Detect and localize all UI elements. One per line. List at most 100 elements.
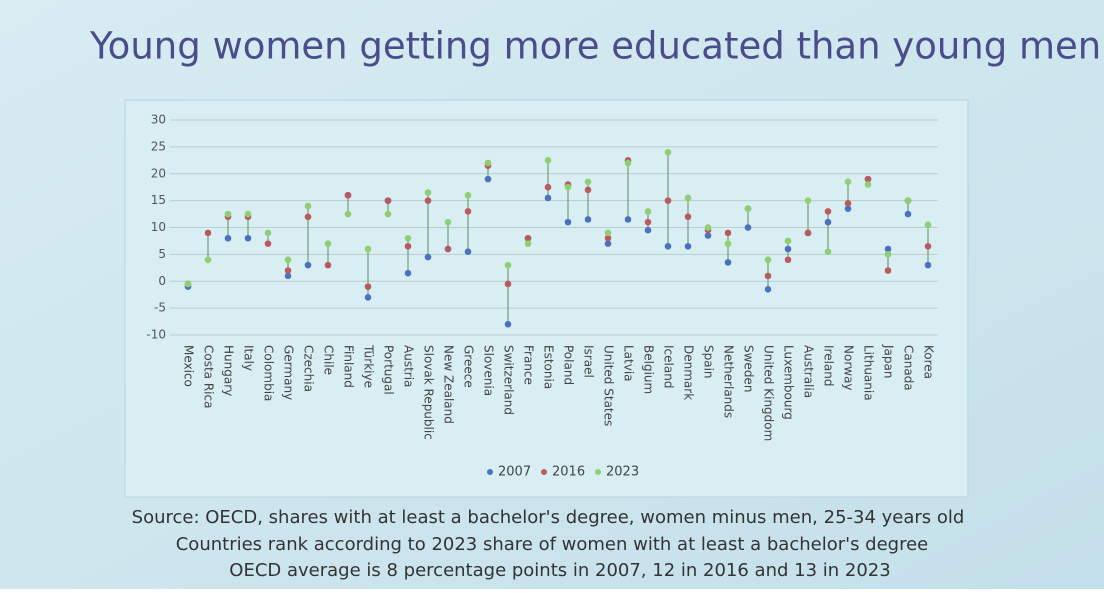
dot [544, 157, 552, 164]
y-tick-label: 15 [151, 193, 166, 207]
dot [504, 320, 512, 328]
x-tick-label: France [522, 345, 536, 385]
chart-frame [124, 99, 969, 498]
dot [424, 253, 432, 261]
dot [844, 200, 852, 207]
dot [844, 178, 852, 186]
dot [224, 210, 232, 218]
dot [224, 234, 232, 242]
dot [304, 202, 312, 210]
dot [384, 197, 392, 204]
x-tick-label: Portugal [382, 345, 396, 395]
dot [664, 243, 672, 250]
dot [904, 197, 912, 204]
dot [284, 256, 292, 264]
dot [764, 286, 772, 293]
y-tick-label: -5 [154, 301, 166, 315]
dot [724, 240, 732, 247]
dot [464, 248, 472, 255]
x-tick-label: United States [602, 345, 616, 426]
dot [304, 261, 312, 269]
dot [204, 256, 212, 264]
x-tick-label: Germany [282, 345, 296, 400]
dot [724, 259, 732, 266]
dot [424, 189, 432, 196]
x-tick-label: Iceland [662, 345, 676, 388]
dot [264, 240, 272, 247]
dot [344, 191, 352, 199]
legend-marker [541, 469, 547, 475]
dot [684, 213, 692, 221]
y-tick-label: 10 [151, 220, 166, 234]
dot [284, 272, 292, 280]
x-tick-label: United Kingdom [762, 345, 776, 441]
dot [924, 221, 932, 229]
x-tick-label: Denmark [682, 345, 696, 400]
dot [824, 208, 832, 215]
dot [524, 240, 532, 247]
dot [244, 234, 252, 242]
dot [524, 234, 532, 242]
x-tick-label: Australia [802, 345, 816, 398]
dot [364, 294, 372, 301]
x-tick-label: New Zealand [442, 345, 456, 424]
dot [544, 194, 552, 202]
y-tick-label: 25 [151, 139, 166, 153]
dot [324, 240, 332, 247]
slide-title: Young women getting more educated than y… [89, 25, 1101, 68]
legend-label: 2016 [552, 465, 585, 480]
dot [924, 243, 932, 250]
x-tick-label: Slovak Republic [422, 345, 436, 440]
x-tick-label: Costa Rica [202, 345, 216, 408]
dot [724, 229, 732, 237]
dot [804, 229, 812, 237]
dot [364, 245, 372, 253]
x-tick-label: Estonia [542, 345, 556, 389]
dot [644, 218, 652, 226]
dot [664, 148, 672, 156]
dot [564, 183, 572, 191]
dot [264, 229, 272, 237]
dot [824, 248, 832, 255]
x-tick-label: Finland [342, 345, 356, 388]
dot [604, 234, 612, 242]
x-tick-label: Japan [882, 344, 896, 378]
dot [324, 261, 332, 269]
dot [624, 159, 632, 167]
dot [844, 205, 852, 212]
dot [184, 280, 192, 288]
x-tick-label: Italy [242, 345, 256, 371]
dot [424, 197, 432, 204]
dot [404, 234, 412, 242]
legend-marker [487, 469, 493, 475]
dot [884, 267, 892, 274]
dot [804, 197, 812, 204]
dot [244, 210, 252, 218]
x-tick-label: Spain [702, 345, 716, 379]
legend-label: 2007 [498, 465, 531, 480]
note: Countries rank according to 2023 share o… [176, 534, 929, 555]
dot [284, 267, 292, 274]
x-tick-label: Austria [402, 345, 416, 387]
dot [884, 251, 892, 258]
note: Source: OECD, shares with at least a bac… [132, 507, 965, 528]
dot [864, 175, 872, 183]
dot [344, 210, 352, 218]
dot [864, 181, 872, 188]
dot [584, 216, 592, 223]
y-tick-label: 20 [151, 166, 166, 180]
x-tick-label: Poland [562, 345, 576, 385]
dot [504, 261, 512, 269]
x-tick-label: Luxembourg [782, 345, 796, 420]
x-tick-label: Korea [922, 345, 936, 379]
dot [784, 245, 792, 253]
dot [364, 283, 372, 290]
x-tick-label: Hungary [222, 345, 236, 396]
legend-marker [595, 469, 601, 475]
x-tick-label: Ireland [822, 345, 836, 387]
dot [444, 218, 452, 226]
dot [744, 205, 752, 212]
dot [464, 208, 472, 215]
x-tick-label: Latvia [622, 345, 636, 382]
